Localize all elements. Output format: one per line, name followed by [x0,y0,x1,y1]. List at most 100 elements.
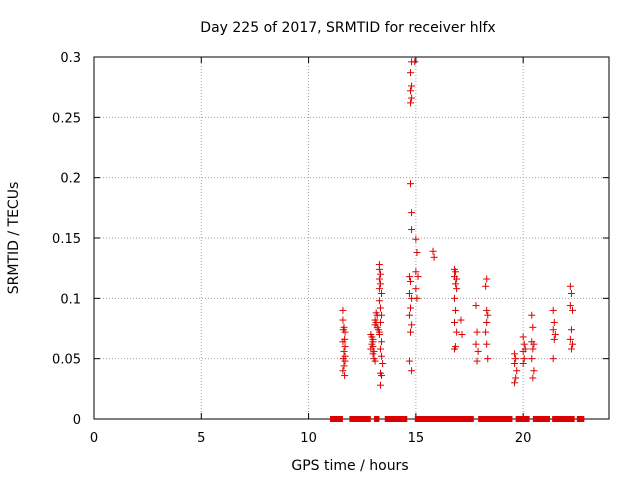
baseline-point-cluster [414,416,474,422]
data-point [569,306,577,314]
data-point [473,328,481,336]
data-point [408,209,416,217]
baseline-point-cluster [552,416,575,422]
y-tick-label: 0.1 [60,292,81,307]
data-point [376,318,384,326]
data-point [430,253,438,261]
data-point [452,306,460,314]
data-point [482,282,490,290]
data-point [408,226,416,234]
data-point [372,309,380,317]
data-point [341,372,349,380]
x-tick-label: 5 [197,431,205,446]
y-tick-label: 0.25 [52,111,81,126]
data-point [413,294,421,302]
y-tick-label: 0.3 [60,51,81,66]
baseline-point-cluster [532,416,550,422]
data-point [566,302,574,310]
data-point [375,265,383,273]
data-point [453,285,461,293]
data-point [375,331,383,339]
baseline-point-cluster [330,416,343,422]
data-point [339,367,347,375]
data-point [566,282,574,290]
data-point [340,347,348,355]
data-point [341,357,349,365]
data-point [375,297,383,305]
data-point [408,321,416,329]
data-point [341,328,349,336]
data-point [411,58,419,66]
data-point [378,311,386,319]
data-point [405,273,413,281]
data-point [528,311,536,319]
x-tick-label: 10 [300,431,317,446]
data-point [567,290,575,298]
data-point [451,294,458,302]
data-point [567,345,575,353]
data-point [376,345,384,353]
data-point [567,326,575,334]
data-point [378,372,386,380]
y-tick-label: 0.15 [52,232,81,247]
data-point [512,355,520,363]
data-point [453,328,461,336]
data-point [379,359,387,367]
data-point [519,333,527,341]
data-point [405,290,413,298]
data-point [451,345,458,353]
data-point [405,357,413,365]
y-tick-label: 0 [73,413,81,428]
data-points [339,58,577,389]
data-point [408,94,416,102]
data-point [408,367,416,375]
data-point [407,87,415,95]
data-point [376,280,384,288]
data-point [529,323,537,331]
data-point [483,340,491,348]
data-point [376,304,384,312]
data-point [407,99,415,107]
data-point [511,359,519,367]
data-point [375,275,383,283]
baseline-markers [330,416,585,422]
data-point [473,357,481,365]
data-point [472,302,480,310]
data-point [530,340,538,348]
data-point [482,328,490,336]
data-point [483,275,491,283]
data-point [340,362,348,370]
data-point [551,331,559,339]
data-point [549,326,557,334]
data-point [378,290,386,298]
y-tick-label: 0.2 [60,172,81,187]
data-point [549,355,557,363]
data-point [457,316,465,324]
data-point [413,248,421,256]
baseline-point-cluster [576,416,585,422]
data-point [378,338,386,346]
data-point [451,318,458,326]
data-point [549,306,557,314]
data-point [412,235,420,243]
data-point [550,318,558,326]
x-tick-label: 0 [90,431,98,446]
data-point [511,350,519,358]
data-point [452,268,460,276]
plot-frame [93,56,610,420]
data-point [429,247,437,255]
x-axis-label: GPS time / hours [291,458,408,474]
data-point [407,328,415,336]
data-point [407,180,415,188]
data-point [339,306,347,314]
data-point [369,350,377,358]
data-point [550,335,558,343]
y-axis-label: SRMTID / TECUs [6,182,22,295]
chart-title: Day 225 of 2017, SRMTID for receiver hlf… [200,20,495,36]
data-point [375,285,383,293]
data-point [414,273,422,281]
baseline-point-cluster [478,416,513,422]
data-point [474,347,482,355]
data-point [520,355,528,363]
